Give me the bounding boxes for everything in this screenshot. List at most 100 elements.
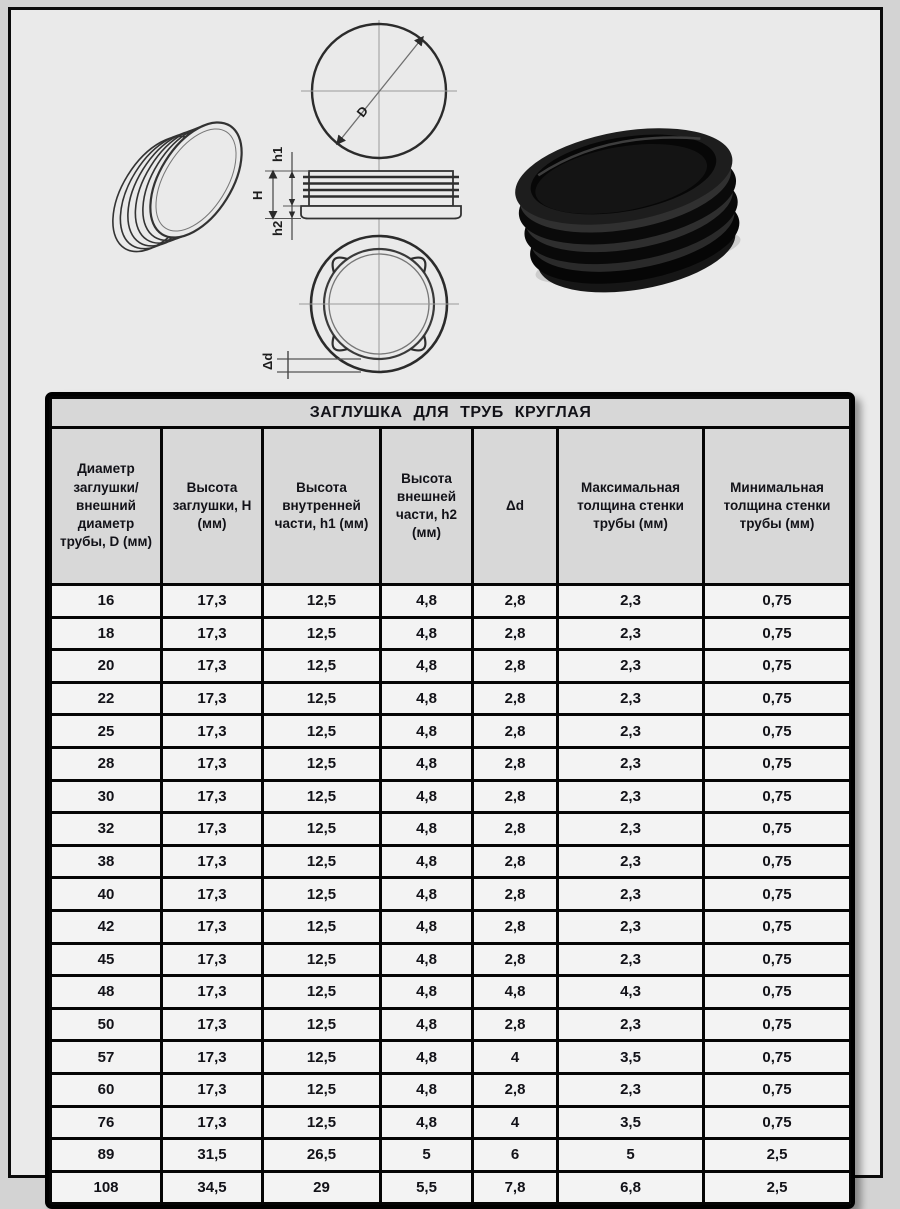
table-cell: 6,8 [556, 1169, 705, 1206]
col-header-delta-d: Δd [471, 426, 559, 586]
table-cell: 17,3 [160, 1071, 264, 1108]
table-cell: 12,5 [261, 713, 382, 749]
table-cell: 2,3 [556, 778, 705, 815]
table-cell: 2,8 [471, 1006, 559, 1043]
table-cell: 50 [49, 1006, 163, 1043]
col-header-min-wall: Минимальная толщина стенки трубы (мм) [701, 426, 851, 586]
table-cell: 12,5 [261, 1039, 382, 1075]
col-header-height-h2: Высота внешней части, h2 (мм) [379, 426, 474, 586]
spec-table-body: 16 17,3 12,5 4,8 2,8 2,3 0,75 18 17,3 12,5 4,8 2,8 2… [49, 583, 851, 1206]
table-cell: 60 [49, 1071, 163, 1108]
table-cell: 2,8 [471, 680, 559, 717]
table-cell: 2,8 [471, 778, 559, 815]
table-cell: 32 [49, 811, 163, 847]
table-cell: 2,8 [471, 1071, 559, 1108]
table-cell: 4,8 [379, 1071, 474, 1108]
table-cell: 0,75 [701, 778, 851, 815]
table-cell: 2,8 [471, 583, 559, 619]
table-row: 42 17,3 12,5 4,8 2,8 2,3 0,75 [49, 908, 851, 945]
table-cell: 12,5 [261, 908, 382, 945]
table-cell: 17,3 [160, 1104, 264, 1141]
table-cell: 3,5 [556, 1039, 705, 1075]
table-cell: 0,75 [701, 1039, 851, 1075]
table-cell: 20 [49, 648, 163, 684]
height-H-label: H [250, 191, 265, 200]
table-cell: 34,5 [160, 1169, 264, 1206]
table-cell: 0,75 [701, 583, 851, 619]
table-cell: 2,8 [471, 876, 559, 912]
table-cell: 89 [49, 1137, 163, 1173]
table-row: 16 17,3 12,5 4,8 2,8 2,3 0,75 [49, 583, 851, 619]
table-cell: 108 [49, 1169, 163, 1206]
table-cell: 40 [49, 876, 163, 912]
table-cell: 2,8 [471, 908, 559, 945]
table-row: 57 17,3 12,5 4,8 4 3,5 0,75 [49, 1039, 851, 1075]
table-cell: 57 [49, 1039, 163, 1075]
table-cell: 2,3 [556, 615, 705, 652]
table-cell: 5 [556, 1137, 705, 1173]
table-cell: 12,5 [261, 648, 382, 684]
table-cell: 17,3 [160, 974, 264, 1010]
table-cell: 12,5 [261, 615, 382, 652]
table-cell: 0,75 [701, 615, 851, 652]
table-cell: 4,8 [379, 1104, 474, 1141]
table-cell: 2,3 [556, 1071, 705, 1108]
table-cell: 2,8 [471, 745, 559, 782]
table-cell: 0,75 [701, 811, 851, 847]
delta-d-label: Δd [260, 353, 275, 370]
spec-table-wrap: ЗАГЛУШКА ДЛЯ ТРУБ КРУГЛАЯ Диаметр заглуш… [45, 392, 855, 1209]
table-cell: 2,3 [556, 908, 705, 945]
table-row: 38 17,3 12,5 4,8 2,8 2,3 0,75 [49, 843, 851, 880]
table-cell: 22 [49, 680, 163, 717]
table-cell: 4,8 [379, 1006, 474, 1043]
table-cell: 2,8 [471, 615, 559, 652]
table-cell: 17,3 [160, 648, 264, 684]
table-cell: 18 [49, 615, 163, 652]
table-cell: 4,3 [556, 974, 705, 1010]
table-cell: 12,5 [261, 811, 382, 847]
table-cell: 12,5 [261, 680, 382, 717]
table-cell: 0,75 [701, 908, 851, 945]
table-cell: 38 [49, 843, 163, 880]
table-cell: 31,5 [160, 1137, 264, 1173]
table-cell: 2,3 [556, 876, 705, 912]
table-cell: 42 [49, 908, 163, 945]
table-row: 18 17,3 12,5 4,8 2,8 2,3 0,75 [49, 615, 851, 652]
table-cell: 4,8 [379, 745, 474, 782]
table-cell: 12,5 [261, 974, 382, 1010]
table-cell: 17,3 [160, 778, 264, 815]
col-header-height-h1: Высота внутренней части, h1 (мм) [261, 426, 382, 586]
table-cell: 6 [471, 1137, 559, 1173]
table-cell: 30 [49, 778, 163, 815]
table-cell: 2,3 [556, 941, 705, 978]
table-cell: 4,8 [379, 615, 474, 652]
table-cell: 3,5 [556, 1104, 705, 1141]
table-cell: 17,3 [160, 745, 264, 782]
table-cell: 4,8 [471, 974, 559, 1010]
height-h1-label: h1 [270, 147, 285, 162]
table-row: 40 17,3 12,5 4,8 2,8 2,3 0,75 [49, 876, 851, 912]
table-cell: 12,5 [261, 745, 382, 782]
table-cell: 0,75 [701, 843, 851, 880]
table-cell: 4 [471, 1104, 559, 1141]
side-view-drawing: H h1 h2 [250, 147, 462, 240]
table-cell: 48 [49, 974, 163, 1010]
table-cell: 4,8 [379, 648, 474, 684]
table-cell: 2,3 [556, 1006, 705, 1043]
table-cell: 0,75 [701, 974, 851, 1010]
table-cell: 12,5 [261, 583, 382, 619]
table-cell: 4,8 [379, 843, 474, 880]
table-row: 28 17,3 12,5 4,8 2,8 2,3 0,75 [49, 745, 851, 782]
table-cell: 2,3 [556, 843, 705, 880]
table-cell: 4,8 [379, 974, 474, 1010]
table-cell: 4,8 [379, 778, 474, 815]
table-cell: 4,8 [379, 713, 474, 749]
table-cell: 17,3 [160, 1006, 264, 1043]
table-cell: 7,8 [471, 1169, 559, 1206]
table-cell: 5 [379, 1137, 474, 1173]
table-cell: 2,8 [471, 941, 559, 978]
table-cell: 29 [261, 1169, 382, 1206]
table-cell: 17,3 [160, 583, 264, 619]
spec-table: ЗАГЛУШКА ДЛЯ ТРУБ КРУГЛАЯ Диаметр заглуш… [49, 396, 851, 1206]
table-row: 20 17,3 12,5 4,8 2,8 2,3 0,75 [49, 648, 851, 684]
